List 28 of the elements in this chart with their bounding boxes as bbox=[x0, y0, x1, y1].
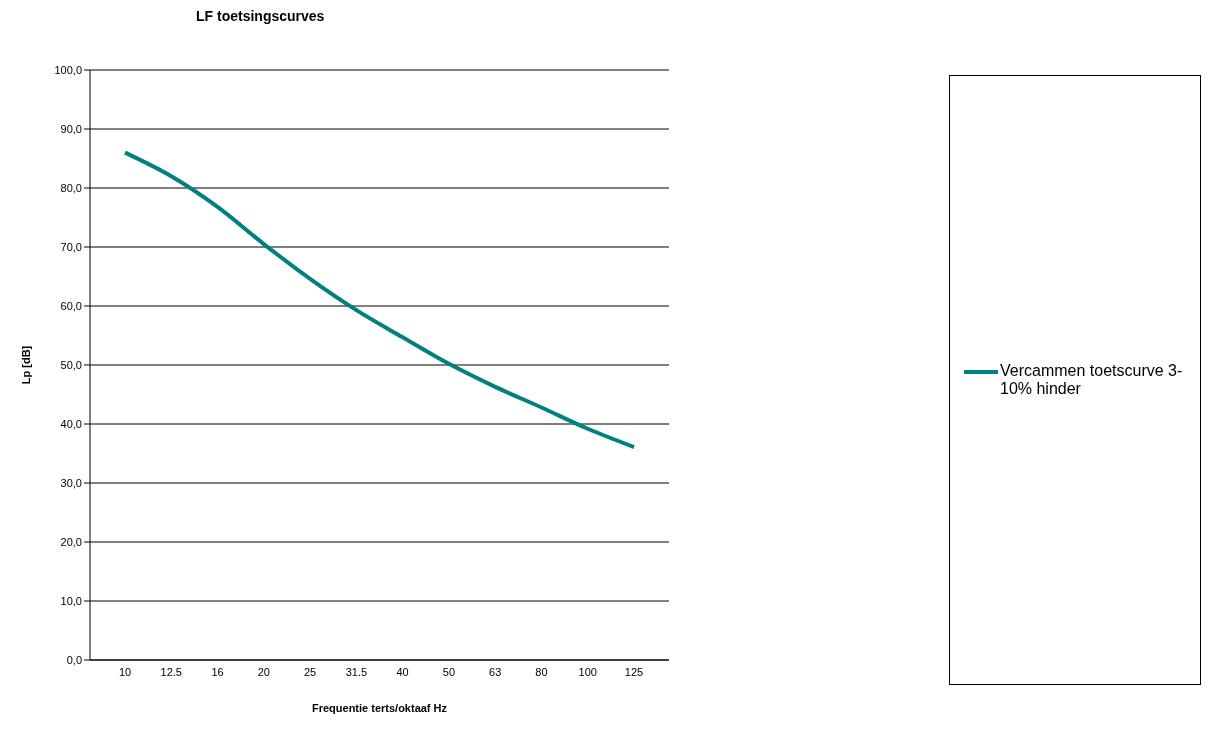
x-tick-label: 16 bbox=[211, 665, 224, 678]
x-tick-label: 40 bbox=[396, 665, 409, 678]
x-tick-label: 12.5 bbox=[160, 665, 182, 678]
x-tick-label: 63 bbox=[489, 665, 502, 678]
x-tick-label: 31.5 bbox=[345, 665, 368, 678]
line-series bbox=[123, 150, 636, 450]
y-tick-label: 40,0 bbox=[60, 417, 82, 430]
y-tick-label: 20,0 bbox=[60, 535, 82, 548]
legend-label: Vercammen toetscurve 3-10% hinder bbox=[1000, 362, 1184, 398]
chart-title: LF toetsingscurves bbox=[196, 8, 325, 24]
y-tick-label: 0,0 bbox=[66, 653, 82, 666]
y-tick-label: 80,0 bbox=[60, 181, 82, 194]
y-tick-label: 50,0 bbox=[60, 358, 82, 371]
y-tick-label: 100,0 bbox=[54, 63, 82, 76]
y-axis-title: Lp [dB] bbox=[19, 345, 32, 385]
y-tick-label: 60,0 bbox=[60, 299, 82, 312]
x-tick-label: 10 bbox=[118, 665, 132, 678]
y-tick-label: 70,0 bbox=[60, 240, 82, 253]
x-tick-label: 20 bbox=[257, 665, 270, 678]
x-axis-title: Frequentie terts/oktaaf Hz bbox=[311, 702, 448, 714]
x-tick-label: 25 bbox=[303, 665, 317, 678]
x-tick-label: 100 bbox=[578, 665, 597, 678]
y-tick-label: 90,0 bbox=[60, 122, 82, 135]
y-tick-label: 10,0 bbox=[60, 594, 82, 607]
x-tick-label: 80 bbox=[535, 665, 548, 678]
y-tick-label: 30,0 bbox=[60, 476, 82, 489]
x-tick-label: 125 bbox=[624, 665, 644, 678]
x-tick-label: 50 bbox=[442, 665, 456, 678]
